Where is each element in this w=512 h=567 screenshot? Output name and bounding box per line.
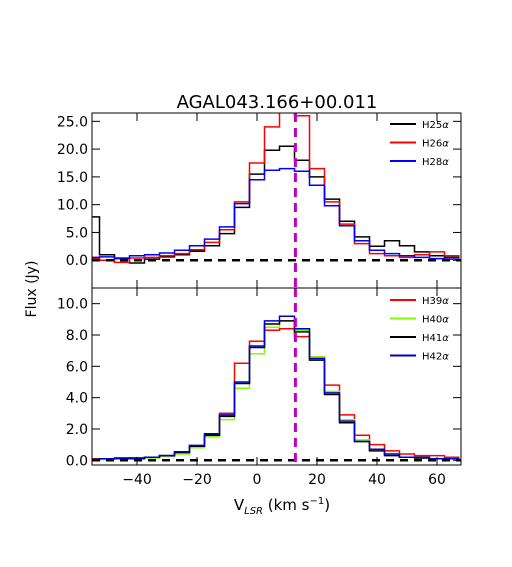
- bottom-panel: 0.0 2.0 4.0 6.0 8.0 10.0 −40 −20 0 20 40 60 H39α H40α…: [57, 287, 462, 488]
- y-tick-label: 20.0: [57, 142, 88, 158]
- series-line-h42a: [92, 315, 460, 461]
- x-tick-label: 40: [368, 472, 386, 488]
- legend-label: H41α: [422, 333, 449, 344]
- y-tick-label: 6.0: [66, 359, 88, 375]
- x-tick-label: 20: [308, 472, 326, 488]
- chart-title: AGAL043.166+00.011: [177, 92, 378, 113]
- y-tick-label: 10.0: [57, 198, 88, 214]
- y-tick-label: 8.0: [66, 328, 88, 344]
- x-tick-label: 0: [253, 472, 262, 488]
- top-panel: 0.0 5.0 10.0 15.0 20.0 25.0 H25α H26α H28α: [57, 112, 462, 289]
- legend-label: H26α: [422, 139, 449, 150]
- legend: H25α H26α H28α: [390, 120, 449, 168]
- x-tick-label: −40: [122, 472, 152, 488]
- y-tick-label: 5.0: [66, 225, 88, 241]
- y-tick-label: 0.0: [66, 453, 88, 469]
- plot-area: [92, 288, 461, 465]
- x-tick-label: 60: [428, 472, 446, 488]
- y-tick-label: 0.0: [66, 253, 88, 269]
- y-tick-label: 2.0: [66, 422, 88, 438]
- series-line-h26a: [92, 113, 460, 264]
- plot-area: [92, 113, 461, 288]
- series-line-h28a: [92, 167, 460, 260]
- x-axis-label: VLSR (km s−1): [234, 496, 330, 517]
- legend-label: H39α: [422, 296, 449, 307]
- legend-label: H40α: [422, 315, 449, 326]
- legend: H39α H40α H41α H42α: [390, 296, 449, 363]
- x-tick-label: −20: [182, 472, 212, 488]
- y-tick-label: 10.0: [57, 297, 88, 313]
- legend-label: H28α: [422, 157, 449, 168]
- y-tick-label: 25.0: [57, 114, 88, 130]
- y-tick-label: 15.0: [57, 170, 88, 186]
- y-axis-label: Flux (Jy): [24, 261, 40, 318]
- legend-label: H25α: [422, 120, 449, 131]
- legend-label: H42α: [422, 352, 449, 363]
- series-line-h25a: [92, 145, 460, 264]
- y-tick-label: 4.0: [66, 391, 88, 407]
- axes-frame: [91, 287, 462, 466]
